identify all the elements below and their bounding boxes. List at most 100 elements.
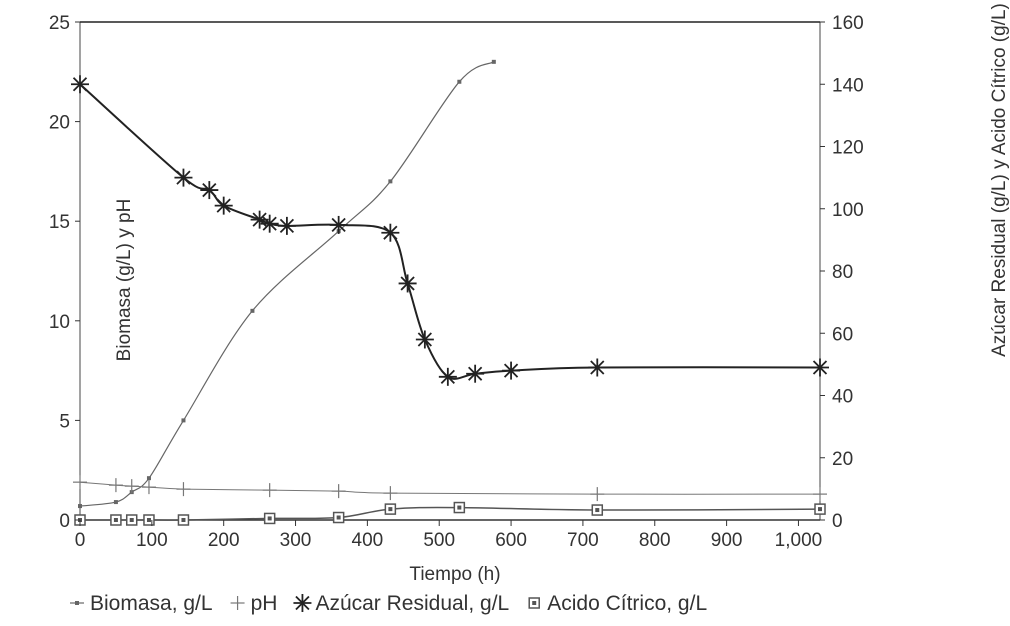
marker-dot: [250, 309, 254, 313]
marker-asterisk: [278, 217, 296, 235]
series-line-dot: [80, 62, 494, 506]
marker-square-core: [457, 506, 461, 510]
marker-square: [127, 515, 137, 525]
marker-square: [385, 504, 395, 514]
series-line-asterisk: [80, 84, 820, 379]
marker-square: [454, 503, 464, 513]
y-right-tick-label: 120: [832, 138, 864, 159]
marker-asterisk: [71, 75, 89, 93]
marker-plus: [142, 480, 156, 494]
marker-plus: [263, 483, 277, 497]
series-line-plus: [80, 482, 820, 494]
marker-asterisk: [174, 169, 192, 187]
x-tick-label: 400: [352, 530, 384, 551]
series-line-square: [80, 508, 820, 521]
x-tick-label: 200: [208, 530, 240, 551]
marker-square-core: [337, 516, 341, 520]
legend-label-plus: pH: [251, 592, 278, 615]
series-lines: [80, 62, 820, 520]
marker-square-core: [130, 518, 134, 522]
y-left-tick-label: 10: [49, 312, 70, 333]
legend-marker-square-core: [532, 601, 536, 605]
marker-dot: [147, 476, 151, 480]
marker-dot: [388, 179, 392, 183]
marker-dot: [181, 418, 185, 422]
x-tick-label: 100: [136, 530, 168, 551]
x-axis-title: Tiempo (h): [409, 564, 500, 585]
legend-marker-dot: [75, 601, 79, 605]
legend-marker-asterisk: [293, 594, 311, 612]
marker-square-core: [114, 518, 118, 522]
y-right-axis-title: Azúcar Residual (g/L) y Acido Cítrico (g…: [989, 3, 1010, 357]
legend-marker-square: [529, 598, 539, 608]
y-left-tick-label: 5: [59, 411, 70, 432]
marker-square-core: [818, 507, 822, 511]
x-tick-label: 800: [639, 530, 671, 551]
marker-asterisk: [466, 365, 484, 383]
marker-dot: [457, 80, 461, 84]
y-right-tick-label: 80: [832, 262, 853, 283]
x-tick-label: 1,000: [775, 530, 823, 551]
marker-dot: [78, 504, 82, 508]
marker-plus: [332, 484, 346, 498]
y-right-tick-label: 60: [832, 324, 853, 345]
x-tick-label: 300: [280, 530, 312, 551]
series-markers: [71, 60, 829, 525]
marker-asterisk: [811, 358, 829, 376]
x-tick-label: 0: [75, 530, 86, 551]
marker-square: [265, 513, 275, 523]
y-left-tick-label: 15: [49, 212, 70, 233]
y-right-tick-label: 140: [832, 75, 864, 96]
marker-dot: [492, 60, 496, 64]
marker-square: [592, 505, 602, 515]
marker-plus: [109, 478, 123, 492]
marker-square: [815, 504, 825, 514]
marker-square-core: [147, 518, 151, 522]
x-tick-label: 900: [711, 530, 743, 551]
x-tick-label: 700: [567, 530, 599, 551]
marker-plus: [73, 475, 87, 489]
marker-square: [178, 515, 188, 525]
marker-square: [111, 515, 121, 525]
marker-square: [334, 513, 344, 523]
marker-plus: [590, 487, 604, 501]
y-right-tick-label: 100: [832, 200, 864, 221]
plot-frame: [80, 22, 820, 520]
marker-square-core: [181, 518, 185, 522]
marker-asterisk: [439, 368, 457, 386]
marker-asterisk: [588, 358, 606, 376]
marker-plus: [125, 479, 139, 493]
marker-dot: [114, 500, 118, 504]
marker-plus: [383, 486, 397, 500]
legend-label-asterisk: Azúcar Residual, g/L: [315, 592, 509, 615]
x-tick-label: 500: [423, 530, 455, 551]
y-left-tick-label: 20: [49, 113, 70, 134]
marker-square: [144, 515, 154, 525]
marker-plus: [813, 487, 827, 501]
marker-square-core: [268, 516, 272, 520]
y-right-tick-label: 0: [832, 511, 843, 532]
marker-asterisk: [416, 330, 434, 348]
legend: Biomasa, g/L pH Azúcar Residual, g/L Acido …: [70, 592, 707, 615]
marker-asterisk: [381, 224, 399, 242]
y-left-tick-label: 0: [59, 511, 70, 532]
y-left-axis-title: Biomasa (g/L) y pH: [114, 199, 135, 362]
marker-asterisk: [200, 181, 218, 199]
x-tick-label: 600: [495, 530, 527, 551]
marker-asterisk: [330, 216, 348, 234]
marker-asterisk: [261, 215, 279, 233]
legend-marker-plus: [231, 596, 245, 610]
marker-plus: [176, 482, 190, 496]
legend-label-dot: Biomasa, g/L: [90, 592, 213, 615]
marker-square-core: [595, 508, 599, 512]
marker-asterisk: [502, 362, 520, 380]
marker-asterisk: [399, 274, 417, 292]
legend-label-square: Acido Cítrico, g/L: [547, 592, 707, 615]
y-right-tick-label: 20: [832, 449, 853, 470]
y-right-tick-label: 160: [832, 13, 864, 34]
y-right-tick-label: 40: [832, 387, 853, 408]
tick-labels: 0 100 200 300 400 500 600 700 800 900 1,0000510152…: [49, 13, 864, 551]
y-left-tick-label: 25: [49, 13, 70, 34]
marker-asterisk: [215, 197, 233, 215]
